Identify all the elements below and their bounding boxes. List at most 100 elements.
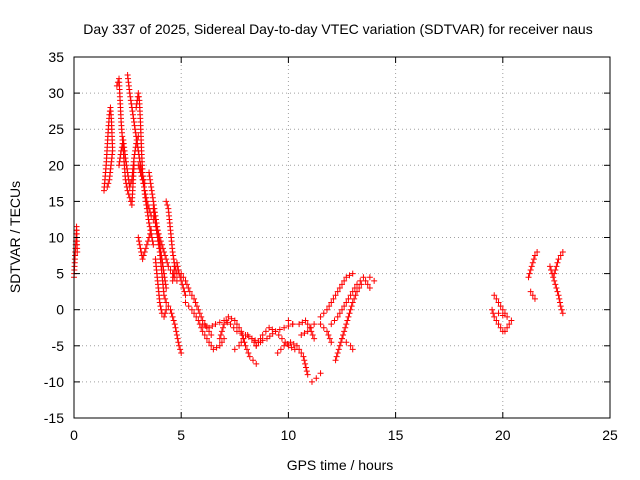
data-point: [178, 350, 185, 357]
data-point: [149, 191, 156, 198]
data-point: [116, 158, 123, 165]
data-point: [525, 274, 532, 281]
data-point: [269, 326, 276, 333]
data-point: [203, 335, 210, 342]
data-point: [202, 322, 209, 329]
data-point: [285, 317, 292, 324]
data-point: [216, 342, 223, 349]
data-point: [156, 245, 163, 252]
data-point: [495, 310, 502, 317]
data-point: [290, 340, 297, 347]
x-tick-label: 10: [281, 427, 297, 443]
data-point: [136, 238, 143, 245]
data-point: [195, 317, 202, 324]
data-point: [149, 194, 156, 201]
data-point: [341, 277, 348, 284]
data-point: [141, 183, 148, 190]
data-point: [364, 281, 371, 288]
data-point: [122, 158, 129, 165]
data-point: [221, 321, 228, 328]
data-point: [140, 180, 147, 187]
data-point: [131, 122, 138, 129]
data-point: [195, 306, 202, 313]
data-point: [181, 288, 188, 295]
data-point: [231, 346, 238, 353]
data-point: [148, 187, 155, 194]
data-point: [559, 248, 566, 255]
data-point: [274, 350, 281, 357]
data-point: [151, 212, 158, 219]
data-point: [342, 324, 349, 331]
data-point: [304, 371, 311, 378]
data-point: [556, 299, 563, 306]
data-point: [225, 313, 232, 320]
data-point: [131, 118, 138, 125]
y-tick-label: 0: [56, 302, 64, 318]
data-point: [127, 97, 134, 104]
data-point: [154, 234, 161, 241]
data-point: [212, 321, 219, 328]
data-point: [326, 303, 333, 310]
data-point: [193, 303, 200, 310]
data-point: [126, 183, 133, 190]
data-point: [281, 342, 288, 349]
data-point: [317, 313, 324, 320]
data-point: [250, 357, 257, 364]
data-point: [551, 270, 558, 277]
data-point: [146, 169, 153, 176]
data-point: [302, 317, 309, 324]
data-point: [117, 155, 124, 162]
data-point: [349, 299, 356, 306]
data-point: [106, 176, 113, 183]
data-point: [257, 335, 264, 342]
data-point: [146, 234, 153, 241]
y-tick-label: 15: [48, 193, 64, 209]
data-point: [278, 335, 285, 342]
data-point: [328, 299, 335, 306]
data-point: [345, 313, 352, 320]
data-point: [123, 162, 130, 169]
data-point: [136, 241, 143, 248]
data-point: [345, 295, 352, 302]
data-point: [245, 350, 252, 357]
data-point: [126, 90, 133, 97]
data-point: [201, 331, 208, 338]
data-point: [311, 321, 318, 328]
data-point: [124, 169, 131, 176]
data-point: [553, 263, 560, 270]
data-point: [546, 263, 553, 270]
data-point: [183, 281, 190, 288]
data-point: [129, 108, 136, 115]
data-point: [255, 339, 262, 346]
data-point: [552, 281, 559, 288]
data-point: [557, 303, 564, 310]
data-point: [104, 183, 111, 190]
data-point: [304, 328, 311, 335]
data-point: [180, 285, 187, 292]
data-point: [170, 270, 177, 277]
y-tick-label: 5: [56, 266, 64, 282]
data-point: [132, 126, 139, 133]
data-point: [199, 328, 206, 335]
data-point: [131, 155, 138, 162]
data-point: [148, 183, 155, 190]
data-point: [501, 328, 508, 335]
data-point: [176, 342, 183, 349]
y-tick-label: -15: [44, 410, 64, 426]
data-point: [231, 317, 238, 324]
data-point: [336, 342, 343, 349]
data-point: [317, 321, 324, 328]
data-point: [555, 292, 562, 299]
data-point: [151, 216, 158, 223]
data-point: [218, 339, 225, 346]
data-point: [199, 321, 206, 328]
data-point: [489, 306, 496, 313]
data-point: [325, 331, 332, 338]
data-point: [320, 310, 327, 317]
data-point: [490, 310, 497, 317]
data-point: [147, 180, 154, 187]
data-point: [156, 299, 163, 306]
data-point: [139, 176, 146, 183]
data-point: [136, 165, 143, 172]
data-point: [128, 100, 135, 107]
